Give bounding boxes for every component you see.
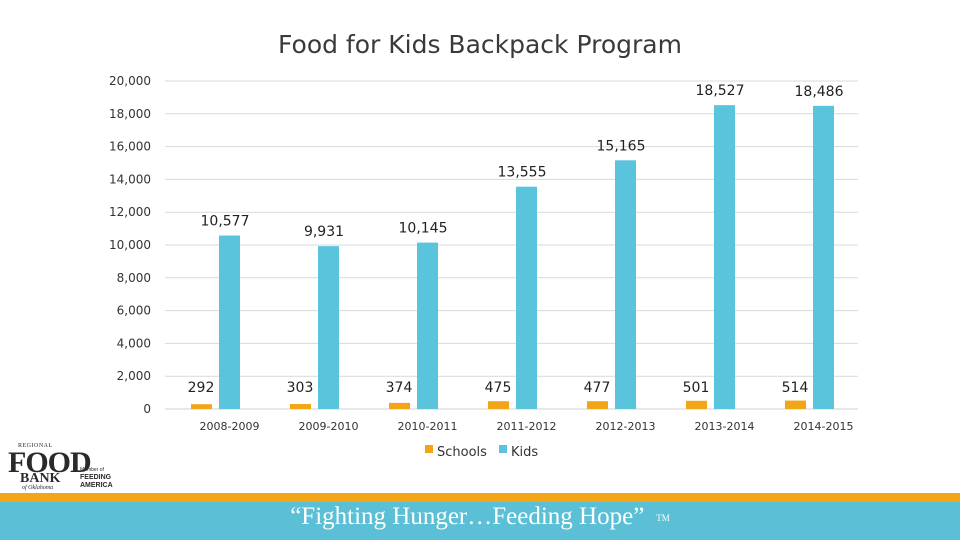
y-tick-label: 12,000 [109, 205, 151, 219]
data-label-schools: 514 [782, 380, 809, 396]
y-tick-label: 6,000 [117, 304, 151, 318]
slogan-text: “Fighting Hunger…Feeding Hope” [290, 503, 645, 530]
bar-kids [615, 160, 636, 409]
y-tick-label: 8,000 [117, 271, 151, 285]
data-label-schools: 477 [584, 380, 611, 396]
data-label-kids: 10,577 [201, 214, 250, 230]
data-label-kids: 9,931 [304, 224, 344, 240]
data-label-schools: 475 [485, 380, 512, 396]
x-tick-label: 2013-2014 [695, 420, 755, 433]
y-tick-label: 10,000 [109, 238, 151, 252]
bar-schools [587, 401, 608, 409]
bar-kids [714, 105, 735, 410]
bar-kids [417, 242, 438, 409]
feeding-america-logo: Member of FEEDING AMERICA [80, 467, 113, 489]
bar-schools [488, 401, 509, 409]
bar-schools [290, 404, 311, 409]
bar-chart: 0 2,000 4,000 6,000 8,000 10,000 12,000 14,000 1… [109, 74, 858, 460]
bar-kids [318, 246, 339, 409]
data-label-schools: 374 [386, 380, 413, 396]
bar-schools [191, 404, 212, 409]
data-label-kids: 18,486 [795, 84, 844, 100]
y-tick-label: 20,000 [109, 74, 151, 88]
y-tick-label: 16,000 [109, 140, 151, 154]
chart-title: Food for Kids Backpack Program [278, 30, 682, 59]
data-label-kids: 13,555 [498, 165, 547, 181]
footer-band [0, 502, 960, 540]
slogan: “Fighting Hunger…Feeding Hope” TM [0, 503, 960, 531]
data-label-kids: 18,527 [696, 83, 745, 99]
data-label-schools: 292 [188, 380, 215, 396]
y-tick-label: 18,000 [109, 107, 151, 121]
y-tick-label: 14,000 [109, 172, 151, 186]
legend-label-kids: Kids [511, 445, 538, 460]
x-tick-label: 2012-2013 [596, 420, 656, 433]
x-tick-label: 2014-2015 [794, 420, 854, 433]
legend-swatch-schools [425, 445, 433, 453]
x-tick-label: 2010-2011 [398, 420, 458, 433]
legend-label-schools: Schools [437, 445, 487, 460]
x-tick-label: 2009-2010 [299, 420, 359, 433]
y-tick-label: 4,000 [117, 336, 151, 350]
x-tick-label: 2008-2009 [200, 420, 260, 433]
bar-schools [785, 400, 806, 409]
bar-schools [389, 402, 410, 409]
data-label-schools: 501 [683, 380, 710, 396]
data-label-schools: 303 [287, 380, 314, 396]
y-tick-label: 2,000 [117, 369, 151, 383]
y-tick-label: 0 [143, 402, 151, 416]
bar-kids [516, 186, 537, 409]
footer-stripe [0, 493, 960, 502]
trademark: TM [656, 513, 670, 524]
data-label-kids: 15,165 [597, 138, 646, 154]
bar-kids [813, 105, 834, 410]
bar-kids [219, 235, 240, 409]
food-bank-logo: REGIONAL FOOD BANK of Oklahoma [8, 443, 92, 491]
data-label-kids: 10,145 [399, 221, 448, 237]
legend-swatch-kids [499, 445, 507, 453]
x-tick-label: 2011-2012 [497, 420, 557, 433]
bar-schools [686, 400, 707, 409]
